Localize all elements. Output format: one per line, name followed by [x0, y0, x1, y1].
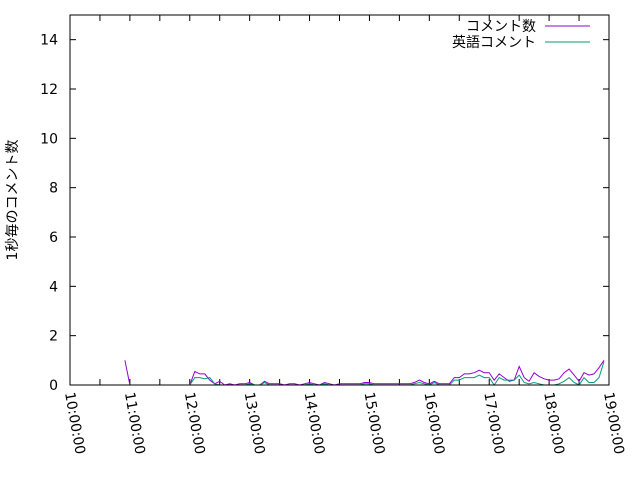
x-tick-labels: 10:00:00 11:00:00 12:00:00 13:00:00 14:00:00… [61, 391, 627, 456]
x-tick-label: 14:00:00 [301, 391, 328, 456]
y-tick-label: 12 [40, 82, 58, 98]
legend-label: 英語コメント [452, 34, 536, 51]
x-tick-label: 18:00:00 [540, 391, 567, 456]
x-tick-label: 11:00:00 [121, 391, 148, 456]
x-tick-label: 19:00:00 [600, 391, 627, 456]
y-tick-labels: 0 2 4 6 8 10 12 14 [40, 33, 58, 394]
y-tick-label: 6 [49, 230, 58, 246]
plot-border [69, 14, 610, 386]
x-tick-label: 16:00:00 [420, 391, 447, 456]
x-tick-label: 15:00:00 [361, 391, 388, 456]
y-tick-label: 0 [49, 378, 58, 394]
axis-ticks [69, 15, 610, 386]
series-line-2 [189, 361, 605, 386]
x-tick-label: 17:00:00 [480, 391, 507, 456]
y-tick-label: 8 [49, 181, 58, 197]
x-tick-label: 13:00:00 [241, 391, 268, 456]
series-group [124, 360, 605, 386]
series-line-1 [124, 360, 605, 386]
y-axis-label: 1秒毎のコメント数 [5, 140, 21, 261]
x-tick-label: 10:00:00 [61, 391, 88, 456]
y-tick-label: 10 [40, 131, 58, 147]
y-tick-label: 14 [40, 33, 58, 49]
y-tick-label: 2 [49, 329, 58, 345]
y-tick-label: 4 [49, 279, 58, 295]
x-tick-label: 12:00:00 [181, 391, 208, 456]
legend-label: コメント数 [466, 19, 536, 35]
